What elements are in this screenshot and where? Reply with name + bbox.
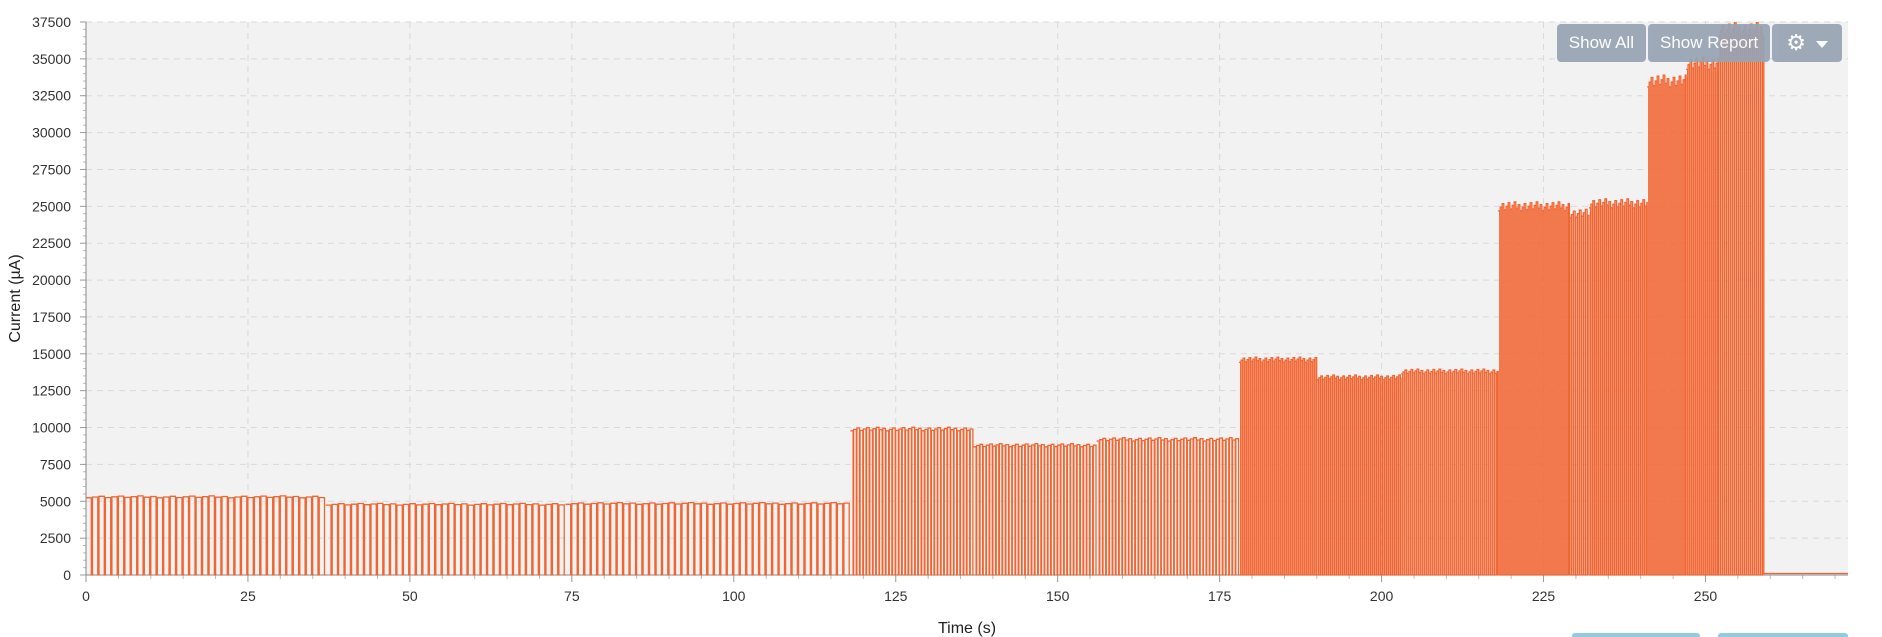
series-segment-5 xyxy=(1096,437,1240,576)
x-tick-label: 50 xyxy=(402,588,418,604)
y-tick-label: 2500 xyxy=(40,530,71,546)
x-tick-label: 125 xyxy=(884,588,908,604)
y-tick-label: 22500 xyxy=(32,235,71,251)
series-segment-7 xyxy=(1316,374,1402,576)
y-tick-label: 0 xyxy=(63,567,71,583)
bottom-tab-stub xyxy=(1572,633,1700,637)
show-report-button[interactable]: Show Report xyxy=(1647,24,1771,62)
x-tick-label: 250 xyxy=(1694,588,1718,604)
x-tick-label: 25 xyxy=(240,588,256,604)
gear-icon: ⚙ xyxy=(1786,30,1806,55)
series-segment-11 xyxy=(1588,198,1648,576)
y-tick-label: 20000 xyxy=(32,272,71,288)
x-tick-label: 75 xyxy=(564,588,580,604)
caret-down-icon xyxy=(1816,40,1828,48)
axes: 0250050007500100001250015000175002000022… xyxy=(32,14,1848,604)
x-tick-label: 200 xyxy=(1370,588,1394,604)
x-tick-label: 150 xyxy=(1046,588,1070,604)
y-tick-label: 7500 xyxy=(40,456,71,472)
series-segment-9 xyxy=(1498,201,1571,576)
y-tick-label: 37500 xyxy=(32,14,71,30)
y-tick-label: 25000 xyxy=(32,198,71,214)
y-tick-label: 35000 xyxy=(32,51,71,67)
y-tick-label: 5000 xyxy=(40,493,71,509)
y-axis-title: Current (µA) xyxy=(7,254,24,342)
series-current xyxy=(86,22,1848,576)
y-tick-label: 27500 xyxy=(32,161,71,177)
series-segment-0 xyxy=(86,495,326,576)
bottom-tab-stub xyxy=(1718,633,1848,637)
x-tick-label: 100 xyxy=(722,588,746,604)
series-segment-1 xyxy=(325,502,566,576)
series-segment-10 xyxy=(1569,208,1590,576)
show-all-button[interactable]: Show All xyxy=(1556,24,1646,62)
series-segment-4 xyxy=(973,443,1097,576)
settings-dropdown-button[interactable]: ⚙ xyxy=(1772,24,1842,62)
y-tick-label: 32500 xyxy=(32,88,71,104)
x-tick-label: 0 xyxy=(82,588,90,604)
x-tick-label: 225 xyxy=(1532,588,1556,604)
series-segment-6 xyxy=(1239,356,1318,576)
x-tick-label: 175 xyxy=(1208,588,1232,604)
chart-toolbar: Show All Show Report ⚙ xyxy=(1556,24,1842,62)
y-tick-label: 15000 xyxy=(32,346,71,362)
y-tick-label: 10000 xyxy=(32,420,71,436)
series-segment-2 xyxy=(565,501,851,576)
y-tick-label: 30000 xyxy=(32,125,71,141)
y-tick-label: 17500 xyxy=(32,309,71,325)
series-segment-8 xyxy=(1401,368,1499,576)
series-segment-3 xyxy=(850,426,974,576)
y-tick-label: 12500 xyxy=(32,383,71,399)
x-axis-title: Time (s) xyxy=(938,620,996,637)
series-segment-12 xyxy=(1647,74,1687,576)
